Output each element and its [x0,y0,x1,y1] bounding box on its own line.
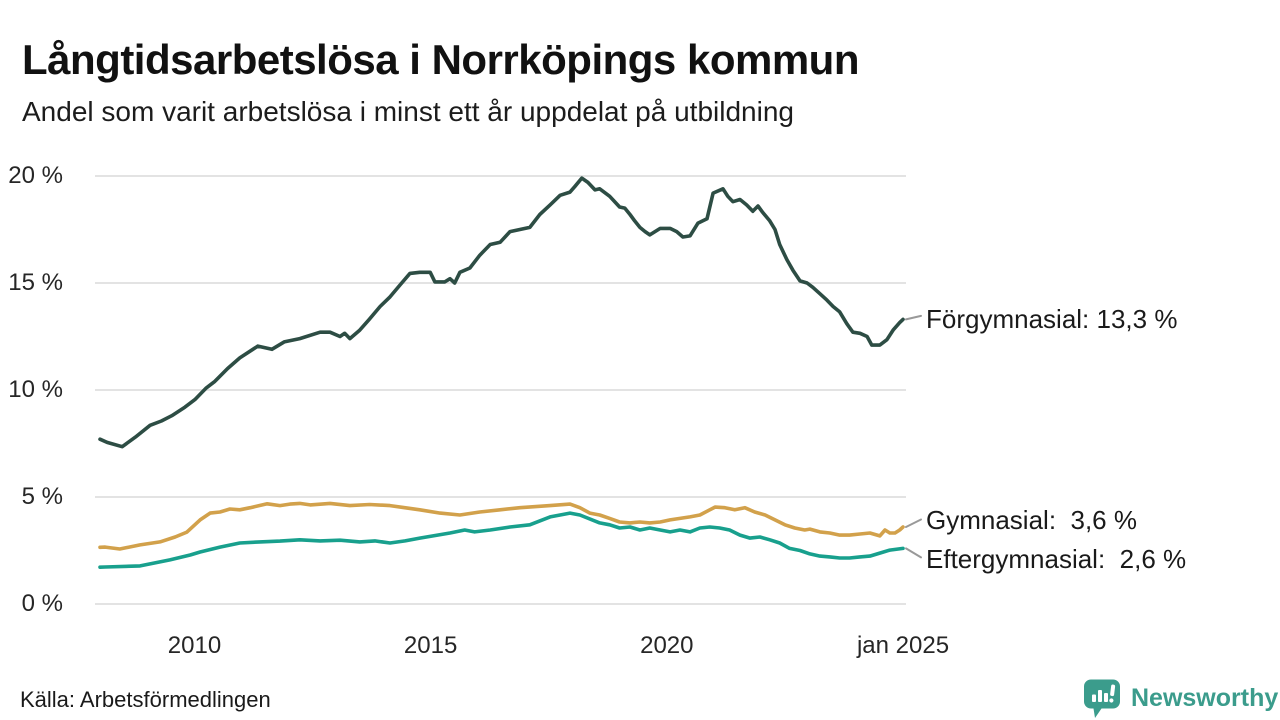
newsworthy-logo-icon [1084,679,1120,718]
y-tick-label: 0 % [21,590,63,617]
series-label-gymnasial: Gymnasial: 3,6 % [926,505,1137,535]
brand-name: Newsworthy [1131,683,1279,712]
brand-logo: Newsworthy [1082,677,1278,719]
page-title: Långtidsarbetslösa i Norrköpings kommun [22,36,859,84]
label-connector-line [905,518,922,528]
page-subtitle: Andel som varit arbetslösa i minst ett å… [22,96,794,127]
x-tick-label: jan 2025 [856,632,950,659]
y-tick-label: 5 % [21,483,63,510]
source-note: Källa: Arbetsförmedlingen [20,687,271,712]
x-tick-label: 2020 [640,632,694,659]
label-connector-line [905,547,922,559]
y-tick-label: 10 % [8,376,63,403]
y-tick-label: 15 % [8,269,63,296]
x-tick-label: 2015 [403,632,458,659]
series-label-forgymnasial: Förgymnasial: 13,3 % [926,304,1178,335]
y-tick-label: 20 % [8,162,63,189]
label-connector-line [905,314,922,321]
x-tick-label: 2010 [167,632,222,659]
series-line-eftergymnasial [98,511,905,570]
series-line-frgymnasial [98,176,905,449]
series-label-eftergymnasial: Eftergymnasial: 2,6 % [926,544,1187,575]
series-line-gymnasial [98,501,905,551]
